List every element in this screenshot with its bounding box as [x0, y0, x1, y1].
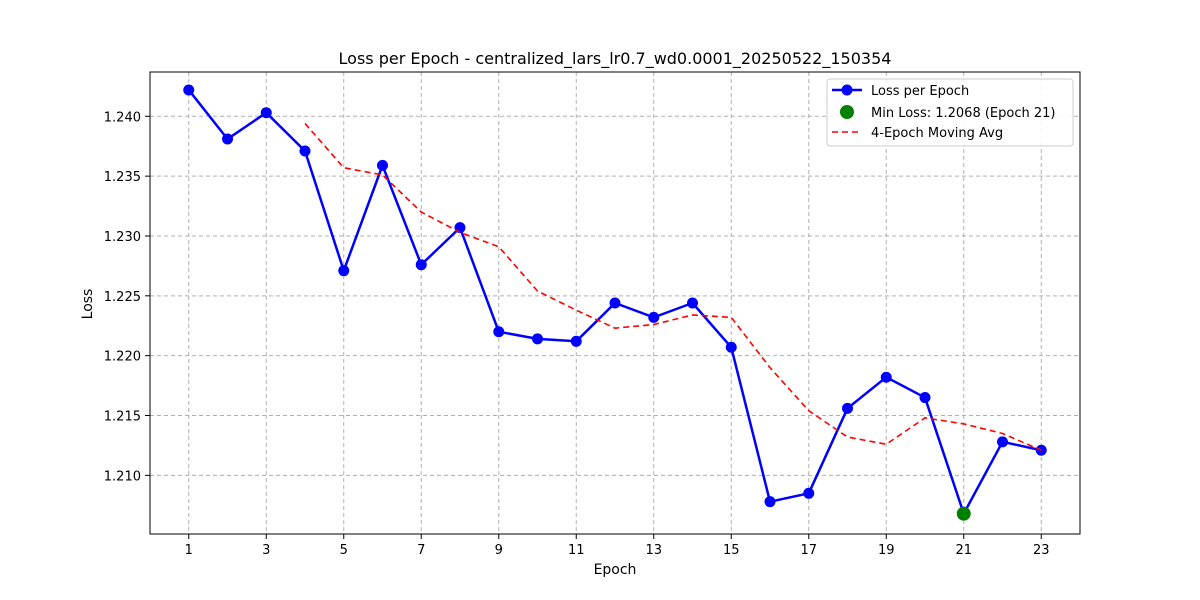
- chart-title: Loss per Epoch - centralized_lars_lr0.7_…: [339, 49, 892, 69]
- loss-point: [260, 107, 272, 119]
- legend: Loss per Epoch Min Loss: 1.2068 (Epoch 21…: [826, 78, 1074, 147]
- legend-label: 4-Epoch Moving Avg: [871, 126, 1003, 141]
- x-axis-label: Epoch: [594, 562, 637, 578]
- legend-label: Loss per Epoch: [871, 84, 969, 99]
- loss-point: [725, 341, 737, 353]
- y-axis-label: Loss: [80, 289, 96, 320]
- loss-point: [493, 326, 505, 338]
- loss-point: [842, 402, 853, 414]
- plot-area: [183, 84, 1047, 521]
- x-tick-label: 1: [185, 543, 193, 558]
- loss-point: [377, 159, 388, 171]
- loss-point: [764, 496, 776, 508]
- series-line-moving-avg: [304, 122, 1042, 451]
- x-tick-label: 19: [878, 543, 895, 558]
- x-tick-label: 23: [1033, 543, 1050, 558]
- loss-point: [803, 487, 815, 499]
- y-tick-label: 1.210: [104, 469, 141, 484]
- y-tick-label: 1.230: [104, 230, 141, 245]
- loss-point: [299, 145, 311, 157]
- min-loss-point: [956, 506, 971, 521]
- x-tick-label: 3: [262, 543, 270, 558]
- y-tick-label: 1.215: [104, 410, 141, 425]
- x-tick-label: 17: [800, 543, 817, 558]
- x-tick-label: 7: [417, 543, 425, 558]
- y-tick-label: 1.225: [104, 290, 141, 305]
- loss-point: [183, 84, 195, 96]
- loss-point: [415, 259, 427, 271]
- x-tick-label: 9: [495, 543, 503, 558]
- x-tick-label: 15: [723, 543, 740, 558]
- y-tick-label: 1.240: [104, 110, 141, 125]
- loss-point: [880, 371, 892, 383]
- loss-point: [570, 335, 582, 347]
- loss-point: [609, 297, 621, 309]
- loss-point: [454, 222, 466, 234]
- loss-point: [919, 392, 931, 404]
- plot-frame: [149, 71, 1081, 535]
- x-tick-label: 11: [568, 543, 585, 558]
- x-axis: 1 3 5 7 9 11 13 15 17 19 21 23: [185, 534, 1050, 558]
- x-tick-label: 13: [645, 543, 662, 558]
- loss-point: [532, 333, 543, 345]
- y-tick-label: 1.220: [104, 350, 141, 365]
- legend-marker-min: [840, 105, 854, 119]
- x-tick-label: 5: [340, 543, 348, 558]
- loss-point: [222, 133, 233, 145]
- loss-point: [338, 265, 350, 277]
- loss-point: [997, 436, 1008, 448]
- grid: [150, 72, 1080, 534]
- legend-box: [826, 78, 1074, 147]
- legend-label: Min Loss: 1.2068 (Epoch 21): [871, 106, 1055, 121]
- loss-point: [687, 297, 698, 309]
- y-tick-label: 1.235: [104, 170, 141, 185]
- loss-point: [648, 311, 660, 323]
- y-axis: 1.210 1.215 1.220 1.225 1.230 1.235 1.240: [104, 110, 150, 484]
- legend-marker-loss: [841, 84, 853, 96]
- x-tick-label: 21: [955, 543, 972, 558]
